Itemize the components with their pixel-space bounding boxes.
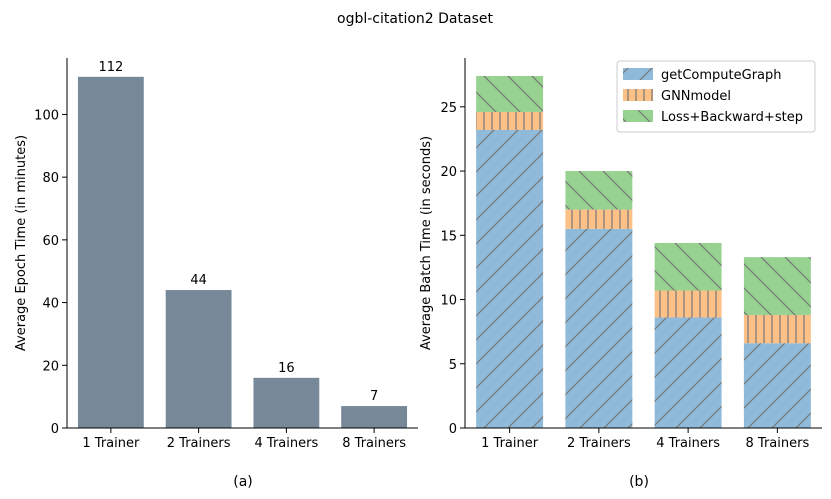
bar-hatch — [565, 228, 633, 428]
y-tick-label: 80 — [42, 171, 59, 186]
x-tick-label: 4 Trainers — [656, 436, 720, 451]
x-tick-label: 2 Trainers — [567, 436, 631, 451]
x-tick-label: 8 Trainers — [746, 436, 810, 451]
legend-swatch-hatch — [623, 110, 653, 122]
legend-box — [616, 60, 816, 133]
bar-hatch — [654, 243, 722, 291]
x-tick-label: 1 Trainer — [481, 436, 539, 451]
figure-title: ogbl-citation2 Dataset — [337, 11, 493, 27]
bar-value-label: 112 — [98, 60, 123, 75]
x-tick-label: 8 Trainers — [342, 436, 406, 451]
bar — [341, 406, 408, 428]
bar-hatch — [565, 171, 633, 210]
y-tick-label: 5 — [449, 358, 457, 373]
y-tick-label: 20 — [440, 165, 457, 180]
y-tick-label: 0 — [51, 422, 59, 437]
y-tick-label: 25 — [440, 101, 457, 116]
panel-label-a: (a) — [233, 474, 253, 490]
bar-hatch — [743, 314, 811, 344]
bar-value-label: 44 — [190, 273, 207, 288]
bar-hatch — [654, 290, 722, 318]
bar-hatch — [565, 209, 633, 229]
bar-hatch — [476, 129, 544, 428]
y-tick-label: 100 — [34, 108, 59, 123]
x-tick-label: 2 Trainers — [167, 436, 231, 451]
legend-swatch-hatch — [623, 68, 653, 80]
bar — [253, 377, 320, 428]
bar-value-label: 16 — [278, 361, 295, 376]
y-tick-label: 60 — [42, 234, 59, 249]
y-tick-label: 0 — [449, 422, 457, 437]
bar-hatch — [476, 75, 544, 112]
bar-hatch — [743, 343, 811, 428]
bar-hatch — [654, 317, 722, 428]
panel-label-b: (b) — [629, 474, 649, 490]
legend: getComputeGraph GNNmodel Loss+Backward+ste… — [616, 60, 816, 133]
legend-label: Loss+Backward+step — [661, 110, 803, 125]
y-axis-label: Average Batch Time (in seconds) — [419, 136, 434, 350]
legend-label: getComputeGraph — [661, 68, 782, 83]
bar-hatch — [476, 111, 544, 130]
bar-hatch — [743, 257, 811, 315]
bar — [165, 290, 232, 428]
legend-swatch-hatch — [623, 89, 653, 101]
bar — [77, 76, 144, 428]
y-tick-label: 15 — [440, 229, 457, 244]
panel-b: 0 5 10 15 20 25 1 Trainer 2 Trainers 4 Trainers 8… — [419, 58, 822, 451]
y-axis-label: Average Epoch Time (in minutes) — [14, 135, 29, 351]
bar-value-label: 7 — [370, 389, 378, 404]
panel-a: 112 44 16 7 0 20 40 60 80 100 1 Trainer 2 Trainers 4… — [14, 58, 418, 451]
x-tick-label: 4 Trainers — [255, 436, 319, 451]
legend-label: GNNmodel — [661, 89, 731, 104]
y-tick-label: 20 — [42, 359, 59, 374]
y-tick-label: 40 — [42, 297, 59, 312]
x-tick-label: 1 Trainer — [82, 436, 140, 451]
y-tick-label: 10 — [440, 294, 457, 309]
